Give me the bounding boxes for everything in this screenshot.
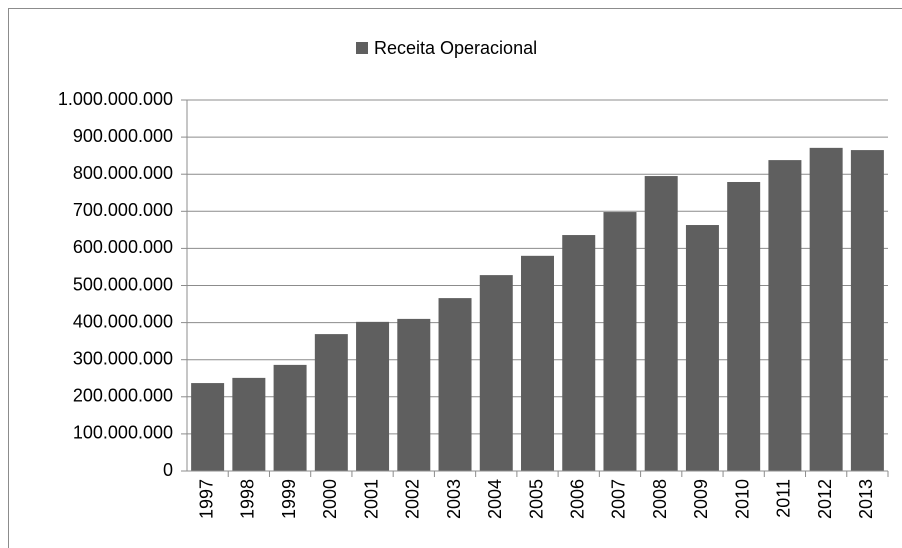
x-tick-label: 2003 bbox=[444, 479, 464, 519]
x-tick-label: 2006 bbox=[567, 479, 587, 519]
x-tick-label: 2009 bbox=[691, 479, 711, 519]
x-tick-label: 2012 bbox=[815, 479, 835, 519]
x-tick-label: 2008 bbox=[650, 479, 670, 519]
x-tick-label: 2007 bbox=[609, 479, 629, 519]
y-tick-label: 100.000.000 bbox=[73, 423, 173, 443]
x-tick-label: 1998 bbox=[238, 479, 258, 519]
x-tick-label: 2005 bbox=[526, 479, 546, 519]
bar bbox=[850, 150, 884, 471]
y-tick-label: 700.000.000 bbox=[73, 200, 173, 220]
y-tick-label: 300.000.000 bbox=[73, 348, 173, 368]
bar bbox=[768, 160, 802, 472]
bar bbox=[273, 364, 307, 471]
x-tick-label: 2000 bbox=[320, 479, 340, 519]
bar bbox=[809, 147, 843, 471]
y-tick-label: 0 bbox=[163, 460, 173, 480]
x-tick-label: 2002 bbox=[403, 479, 423, 519]
y-tick-label: 400.000.000 bbox=[73, 311, 173, 331]
x-tick-label: 2013 bbox=[856, 479, 876, 519]
y-tick-label: 1.000.000.000 bbox=[58, 89, 173, 109]
x-tick-label: 2011 bbox=[774, 479, 794, 518]
x-tick-label: 2010 bbox=[732, 479, 752, 519]
bar bbox=[356, 321, 390, 471]
bar bbox=[397, 318, 431, 471]
y-tick-label: 500.000.000 bbox=[73, 274, 173, 294]
bar bbox=[603, 212, 637, 472]
y-tick-label: 900.000.000 bbox=[73, 126, 173, 146]
bar bbox=[314, 334, 348, 471]
bar bbox=[685, 225, 719, 471]
y-tick-label: 600.000.000 bbox=[73, 237, 173, 257]
bar bbox=[479, 275, 513, 471]
legend-label: Receita Operacional bbox=[374, 38, 537, 58]
bar bbox=[562, 235, 596, 471]
x-tick-label: 1999 bbox=[279, 479, 299, 519]
bar bbox=[521, 255, 554, 471]
y-tick-label: 800.000.000 bbox=[73, 163, 173, 183]
bar bbox=[727, 181, 761, 471]
y-tick-label: 200.000.000 bbox=[73, 386, 173, 406]
bar bbox=[232, 377, 266, 471]
bar bbox=[644, 176, 678, 471]
legend-swatch bbox=[356, 42, 368, 54]
x-tick-label: 2004 bbox=[485, 479, 505, 519]
x-tick-label: 2001 bbox=[361, 479, 381, 519]
x-tick-label: 1997 bbox=[196, 479, 216, 519]
bar bbox=[438, 298, 472, 471]
bar bbox=[191, 383, 225, 471]
